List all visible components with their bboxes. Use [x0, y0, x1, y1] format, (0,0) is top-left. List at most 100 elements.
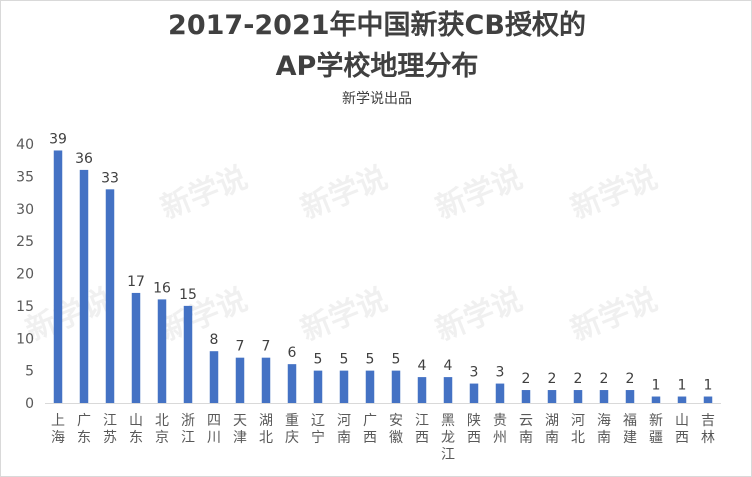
bar	[625, 390, 635, 403]
data-label: 2	[548, 371, 557, 387]
x-tick-label: 云南	[519, 413, 533, 446]
watermark-text: 新学说	[431, 160, 528, 226]
x-tick-label: 黑龙江	[441, 413, 455, 463]
data-label: 1	[704, 378, 713, 394]
x-tick-label: 湖北	[259, 413, 273, 446]
bar	[651, 396, 661, 403]
x-tick-label: 四川	[207, 413, 221, 446]
x-tick-label: 山西	[675, 413, 689, 446]
bar	[391, 370, 401, 403]
data-label: 36	[75, 151, 93, 167]
data-label: 5	[340, 352, 349, 368]
y-tick-label: 40	[16, 137, 34, 153]
y-tick-label: 30	[16, 202, 34, 218]
data-label: 6	[288, 345, 297, 361]
x-tick-label: 广东	[77, 413, 91, 446]
y-tick-label: 35	[16, 169, 34, 185]
x-tick-label: 上海	[51, 413, 65, 446]
y-tick-label: 0	[25, 396, 34, 412]
y-tick-label: 25	[16, 234, 34, 250]
x-tick-label: 吉林	[701, 413, 715, 446]
x-tick-label: 陕西	[467, 413, 481, 446]
chart-title-line-1: 2017-2021年中国新获CB授权的	[168, 10, 586, 41]
x-tick-label: 河南	[337, 413, 351, 446]
x-tick-label: 海南	[597, 413, 611, 446]
x-tick-label: 山东	[129, 413, 143, 446]
x-tick-label: 浙江	[181, 413, 195, 446]
bar	[547, 390, 557, 403]
x-tick-label: 辽宁	[311, 413, 325, 446]
bar	[417, 377, 427, 403]
data-label: 16	[153, 280, 171, 296]
y-tick-label: 15	[16, 299, 34, 315]
bar	[365, 370, 375, 403]
bar	[599, 390, 609, 403]
data-label: 7	[236, 339, 245, 355]
data-label: 7	[262, 339, 271, 355]
bar	[131, 292, 141, 403]
watermark-text: 新学说	[431, 282, 528, 348]
bar	[157, 299, 167, 403]
x-tick-label: 安徽	[389, 413, 403, 446]
x-tick-label: 福建	[623, 413, 637, 446]
data-label: 2	[626, 371, 635, 387]
data-label: 5	[392, 352, 401, 368]
data-label: 8	[210, 332, 219, 348]
y-tick-label: 20	[16, 267, 34, 283]
data-label: 4	[418, 358, 427, 374]
watermark-text: 新学说	[21, 282, 118, 348]
bar	[443, 377, 453, 403]
bar	[105, 189, 115, 403]
data-label: 5	[314, 352, 323, 368]
chart-title-line-2: AP学校地理分布	[275, 51, 479, 82]
x-tick-label: 湖南	[545, 413, 559, 446]
watermark-text: 新学说	[566, 282, 663, 348]
x-tick-label: 广西	[363, 413, 377, 446]
x-tick-label: 重庆	[285, 413, 299, 446]
watermark-text: 新学说	[566, 160, 663, 226]
data-label: 5	[366, 352, 375, 368]
bar	[703, 396, 713, 403]
data-label: 15	[179, 287, 197, 303]
x-tick-label: 贵州	[493, 413, 507, 446]
bar	[521, 390, 531, 403]
data-label: 3	[470, 365, 479, 381]
x-tick-label: 天津	[233, 413, 247, 446]
bar	[677, 396, 687, 403]
bar	[469, 383, 479, 403]
watermark-text: 新学说	[156, 160, 253, 226]
bar	[313, 370, 323, 403]
bar	[339, 370, 349, 403]
data-label: 2	[574, 371, 583, 387]
data-label: 17	[127, 274, 145, 290]
x-tick-label: 江西	[415, 413, 429, 446]
bar	[495, 383, 505, 403]
watermark-text: 新学说	[296, 160, 393, 226]
data-label: 4	[444, 358, 453, 374]
bar	[261, 357, 271, 403]
bar	[209, 351, 219, 403]
bar	[573, 390, 583, 403]
data-label: 2	[600, 371, 609, 387]
data-label: 1	[652, 378, 661, 394]
data-label: 1	[678, 378, 687, 394]
data-label: 2	[522, 371, 531, 387]
x-tick-label: 江苏	[103, 413, 117, 446]
x-tick-label: 新疆	[649, 413, 663, 446]
watermark-text: 新学说	[296, 282, 393, 348]
x-tick-label: 北京	[155, 413, 169, 446]
y-tick-label: 10	[16, 331, 34, 347]
data-label: 39	[49, 131, 67, 147]
bar	[235, 357, 245, 403]
bar	[79, 169, 89, 403]
data-label: 3	[496, 365, 505, 381]
y-tick-label: 5	[25, 364, 34, 380]
data-label: 33	[101, 170, 119, 186]
bar	[53, 150, 63, 403]
chart-subtitle: 新学说出品	[342, 91, 412, 107]
bar	[183, 305, 193, 403]
bar	[287, 364, 297, 403]
x-tick-label: 河北	[571, 413, 585, 446]
